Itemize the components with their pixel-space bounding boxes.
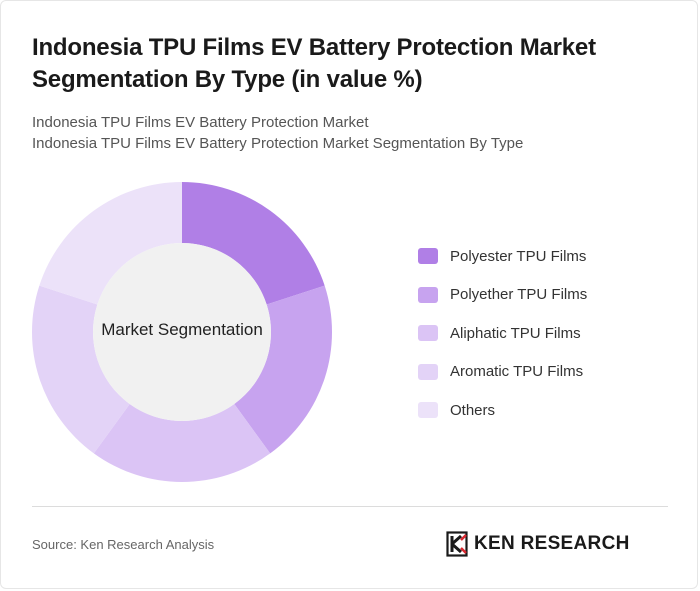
donut-slice-aliphatic-tpu-films[interactable] <box>93 404 271 482</box>
legend-label: Aliphatic TPU Films <box>450 324 581 342</box>
legend-label: Others <box>450 401 496 419</box>
ken-research-logo: KEN RESEARCH <box>446 531 630 557</box>
chart-title: Indonesia TPU Films EV Battery Protectio… <box>32 32 672 96</box>
legend-item[interactable]: Aromatic TPU Films <box>418 362 587 382</box>
ken-research-logo-text: KEN RESEARCH <box>474 533 630 554</box>
chart-legend: Polyester TPU Films Polyether TPU Films Al… <box>418 246 587 439</box>
source-note: Source: Ken Research Analysis <box>32 537 215 552</box>
chart-subtitle: Indonesia TPU Films EV Battery Protectio… <box>32 112 672 154</box>
legend-swatch <box>418 286 438 303</box>
donut-slice-polyester-tpu-films[interactable] <box>182 182 325 305</box>
legend-swatch <box>418 325 438 342</box>
legend-item[interactable]: Polyester TPU Films <box>418 246 587 266</box>
footer-divider <box>32 506 668 507</box>
donut-slice-others[interactable] <box>39 182 182 305</box>
donut-slice-aromatic-tpu-films[interactable] <box>32 285 130 454</box>
donut-slice-polyether-tpu-films[interactable] <box>234 285 332 454</box>
legend-label: Polyester TPU Films <box>450 247 587 265</box>
donut-center-label: Market Segmentation <box>101 320 263 339</box>
legend-label: Aromatic TPU Films <box>450 363 584 381</box>
legend-item[interactable]: Polyether TPU Films <box>418 285 587 305</box>
subtitle-line-2: Indonesia TPU Films EV Battery Protectio… <box>32 135 524 152</box>
legend-swatch <box>418 363 438 380</box>
legend-label: Polyether TPU Films <box>450 286 588 304</box>
title-line-1: Indonesia TPU Films EV Battery Protectio… <box>32 34 596 61</box>
legend-item[interactable]: Others <box>418 400 587 420</box>
legend-swatch <box>418 248 438 264</box>
title-line-2: Segmentation By Type (in value %) <box>32 66 423 93</box>
legend-item[interactable]: Aliphatic TPU Films <box>418 323 587 343</box>
ken-research-logo-icon <box>446 531 468 557</box>
legend-swatch <box>418 402 438 419</box>
donut-center-hole <box>93 243 271 421</box>
subtitle-line-1: Indonesia TPU Films EV Battery Protectio… <box>32 114 369 131</box>
